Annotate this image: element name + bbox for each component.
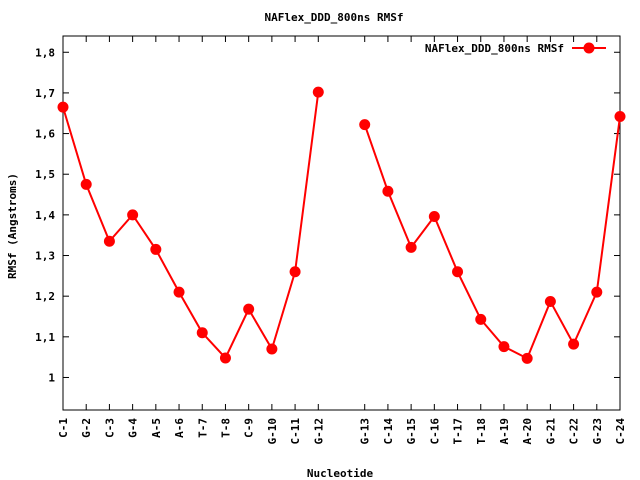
x-tick-label: C-9 xyxy=(243,418,256,438)
x-tick-label: G-23 xyxy=(591,418,604,445)
x-tick-label: A-20 xyxy=(521,418,534,445)
x-tick-label: T-18 xyxy=(475,418,488,445)
x-tick-label: T-7 xyxy=(196,418,209,438)
chart-title: NAFlex_DDD_800ns RMSf xyxy=(264,11,403,24)
x-axis-label: Nucleotide xyxy=(307,467,374,480)
data-point xyxy=(475,313,487,325)
data-point xyxy=(219,352,231,364)
y-tick-label: 1,6 xyxy=(35,128,55,141)
data-point xyxy=(266,343,278,355)
y-tick-label: 1,7 xyxy=(35,87,55,100)
x-tick-label: C-22 xyxy=(568,418,581,445)
x-tick-label: C-24 xyxy=(614,418,627,445)
data-point xyxy=(544,295,556,307)
data-point xyxy=(243,303,255,315)
data-point xyxy=(312,86,324,98)
data-point xyxy=(80,178,92,190)
series-layer xyxy=(57,86,626,364)
y-tick-label: 1,5 xyxy=(35,168,55,181)
x-tick-label: C-1 xyxy=(57,418,70,438)
x-tick-label: A-6 xyxy=(173,418,186,438)
data-point xyxy=(103,235,115,247)
x-tick-label: G-2 xyxy=(80,418,93,438)
y-tick-label: 1,2 xyxy=(35,290,55,303)
series-line xyxy=(62,91,320,360)
data-point xyxy=(150,243,162,255)
y-axis-label: RMSf (Angstroms) xyxy=(6,173,19,279)
y-tick-label: 1,1 xyxy=(35,331,55,344)
data-point xyxy=(405,241,417,253)
x-axis: C-1 G-2 C-3 G-4 A-5 A-6 T-7 T-8 C-9 G-10 C-11 G-12 G… xyxy=(57,36,627,445)
x-tick-label: T-17 xyxy=(452,418,465,445)
data-point xyxy=(568,338,580,350)
data-point xyxy=(614,110,626,122)
legend-marker-sample xyxy=(583,42,595,54)
data-point xyxy=(289,266,301,278)
x-tick-label: C-11 xyxy=(289,418,302,445)
x-tick-label: G-13 xyxy=(359,418,372,445)
x-tick-label: A-5 xyxy=(150,418,163,438)
x-tick-label: G-15 xyxy=(405,418,418,445)
data-point xyxy=(127,209,139,221)
data-point xyxy=(521,352,533,364)
x-tick-label: C-14 xyxy=(382,418,395,445)
x-tick-label: C-16 xyxy=(428,418,441,445)
data-point xyxy=(57,101,69,113)
data-point xyxy=(428,210,440,222)
x-tick-label: T-8 xyxy=(219,418,232,438)
data-point xyxy=(359,119,371,131)
data-point xyxy=(382,185,394,197)
y-tick-label: 1,4 xyxy=(35,209,55,222)
plot-border xyxy=(62,35,621,411)
x-tick-label: C-3 xyxy=(103,418,116,438)
y-tick-label: 1,8 xyxy=(35,46,55,59)
legend: NAFlex_DDD_800ns RMSf xyxy=(425,42,606,55)
data-point xyxy=(452,266,464,278)
x-tick-label: G-10 xyxy=(266,418,279,445)
y-tick-label: 1,3 xyxy=(35,250,55,263)
x-tick-label: G-21 xyxy=(544,418,557,445)
data-point xyxy=(196,327,208,339)
y-axis: 1 1,1 1,2 1,3 1,4 1,5 1,6 1,7 1,8 xyxy=(35,46,620,384)
data-point xyxy=(498,341,510,353)
x-tick-label: A-19 xyxy=(498,418,511,445)
x-tick-label: G-4 xyxy=(127,418,140,438)
data-point xyxy=(173,286,185,298)
series-line xyxy=(363,116,621,360)
legend-label: NAFlex_DDD_800ns RMSf xyxy=(425,42,564,55)
y-tick-label: 1 xyxy=(48,371,55,384)
x-tick-label: G-12 xyxy=(312,418,325,445)
plot-area xyxy=(62,35,621,411)
data-point xyxy=(591,286,603,298)
